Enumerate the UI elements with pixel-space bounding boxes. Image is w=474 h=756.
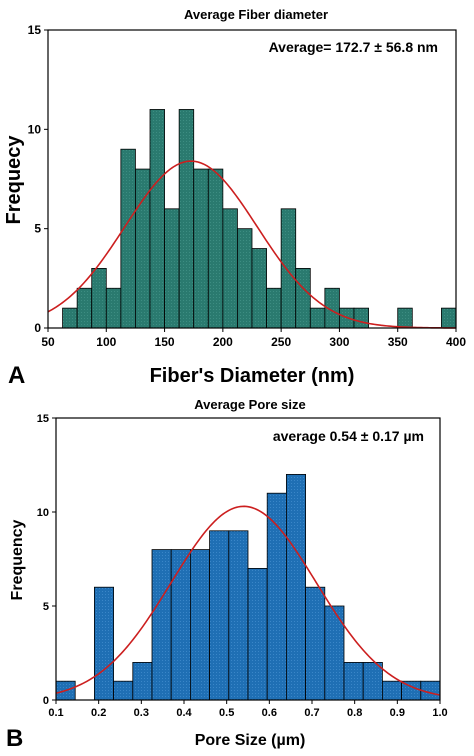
panel-a-bar-3 — [105, 287, 122, 329]
panel-b-bar-16 — [381, 680, 402, 701]
panel-a-x-tick-label-6: 350 — [388, 335, 408, 349]
panel-b-x-tick-label-6: 0.7 — [304, 707, 319, 719]
panel-a-y-axis-label: Frequecy — [3, 135, 25, 225]
panel-a-bar-8 — [178, 109, 195, 329]
panel-b-x-tick-label-5: 0.6 — [262, 707, 277, 719]
panel-b-bar-15 — [362, 662, 383, 701]
panel-a-bar-1 — [76, 287, 93, 329]
panel-a-bar-10 — [207, 168, 224, 329]
panel-b-bar-4 — [151, 549, 172, 701]
panel-a-x-tick-label-7: 400 — [446, 335, 466, 349]
panel-a-plot-frame — [47, 29, 457, 329]
panel-a-y-tick-label-2: 10 — [28, 122, 42, 136]
panel-a-bar-0 — [62, 307, 78, 329]
panel-b-bar-2 — [113, 680, 134, 701]
panel-a-fit-curve — [47, 160, 456, 329]
panel-b-x-tick-label-3: 0.4 — [176, 707, 192, 719]
panel-b-annotation: average 0.54 ± 0.17 µm — [273, 428, 424, 444]
panel-b-bar-3 — [132, 662, 153, 701]
panel-b-x-tick-label-7: 0.8 — [347, 707, 362, 719]
panel-a-title: Average Fiber diameter — [184, 7, 328, 22]
panel-a-bar-21 — [397, 307, 413, 329]
panel-b-plot-frame — [55, 417, 441, 701]
panel-a-bar-2 — [91, 267, 107, 329]
panel-b-y-ticks: 0 5 10 15 — [37, 413, 56, 707]
panel-b-y-tick-label-0: 0 — [43, 695, 49, 707]
panel-b-y-tick-label-2: 10 — [37, 507, 49, 519]
panel-a-label: A — [8, 362, 25, 389]
panel-b-x-tick-label-0: 0.1 — [48, 707, 63, 719]
panel-b-bar-5 — [170, 549, 191, 701]
panel-a-x-axis-label: Fiber's Diameter (nm) — [150, 365, 355, 387]
panel-a-y-ticks: 0 5 10 15 — [28, 23, 48, 335]
panel-b-x-tick-label-2: 0.3 — [134, 707, 149, 719]
panel-a-x-ticks: 50 100 150 200 250 300 350 400 — [41, 328, 466, 349]
panel-a-bars — [62, 109, 457, 329]
panel-b-bar-14 — [343, 662, 364, 701]
panel-a-bar-4 — [120, 148, 136, 329]
panel-b-bar-6 — [189, 549, 210, 701]
panel-b-y-tick-label-1: 5 — [43, 601, 49, 613]
panel-b-bar-11 — [285, 473, 306, 701]
panel-a-x-tick-label-4: 250 — [271, 335, 291, 349]
panel-b-label: B — [6, 725, 23, 752]
panel-b-x-tick-label-8: 0.9 — [390, 707, 405, 719]
panel-a-bar-12 — [237, 228, 253, 329]
panel-b-x-ticks: 0.1 0.2 0.3 0.4 0.5 0.6 0.7 0.8 0.9 1.0 — [48, 700, 448, 719]
panel-a-x-tick-label-5: 300 — [329, 335, 349, 349]
panel-b-bars — [55, 473, 441, 701]
panel-b-bar-1 — [94, 586, 115, 701]
panel-a-x-tick-label-1: 100 — [96, 335, 116, 349]
panel-a-bar-22 — [441, 307, 457, 329]
panel-a-bar-20 — [353, 307, 369, 329]
panel-a-bar-16 — [295, 267, 311, 329]
panel-a-bar-15 — [280, 208, 297, 329]
panel-a-x-tick-label-0: 50 — [41, 335, 55, 349]
panel-b-bar-7 — [209, 530, 230, 701]
panel-a: Average Fiber diameter 50 100 150 200 250 300… — [3, 7, 466, 389]
panel-b-fit-curve — [55, 505, 441, 696]
panel-a-y-tick-label-3: 15 — [28, 23, 42, 37]
panel-a-bar-17 — [309, 307, 326, 329]
panel-a-annotation: Average= 172.7 ± 56.8 nm — [269, 39, 438, 55]
panel-b-x-tick-label-1: 0.2 — [91, 707, 106, 719]
panel-b-x-tick-label-9: 1.0 — [432, 707, 447, 719]
panel-b-bar-9 — [247, 568, 268, 701]
panel-b-title: Average Pore size — [194, 397, 306, 412]
panel-b-x-tick-label-4: 0.5 — [219, 707, 234, 719]
panel-b-bar-12 — [305, 586, 326, 701]
panel-a-x-tick-label-3: 200 — [213, 335, 233, 349]
panel-a-bar-14 — [266, 287, 282, 329]
panel-b-bar-8 — [228, 530, 249, 701]
panel-a-y-tick-label-0: 0 — [34, 321, 41, 335]
panel-a-y-tick-label-1: 5 — [34, 222, 41, 236]
panel-a-bar-9 — [193, 168, 209, 329]
panel-a-x-tick-label-2: 150 — [155, 335, 175, 349]
panel-b: Average Pore size 0.1 0.2 0.3 0.4 0.5 0.6 0.7 0… — [6, 397, 448, 752]
panel-a-bar-6 — [149, 109, 165, 329]
panel-a-bar-13 — [251, 248, 267, 329]
panel-b-x-axis-label: Pore Size (µm) — [195, 732, 306, 749]
panel-a-bar-11 — [222, 208, 238, 329]
panel-a-bar-7 — [164, 208, 180, 329]
panel-b-y-axis-label: Frequency — [9, 519, 26, 600]
panel-b-y-tick-label-3: 15 — [37, 413, 49, 425]
panel-b-bar-10 — [266, 492, 287, 701]
